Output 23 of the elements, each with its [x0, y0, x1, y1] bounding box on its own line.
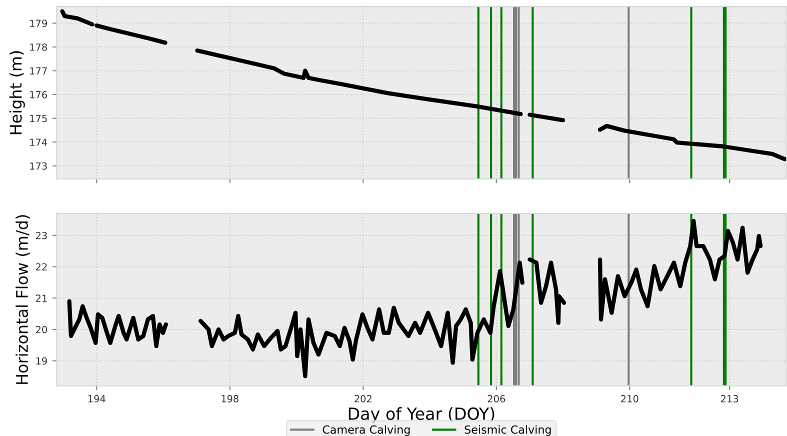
legend-label: Camera Calving — [322, 425, 410, 436]
y-tick-label: 20 — [36, 326, 47, 334]
legend-label: Seismic Calving — [464, 425, 551, 436]
y-tick-label: 175 — [30, 114, 47, 122]
y-tick-label: 173 — [30, 162, 47, 170]
x-tick-label: 210 — [621, 395, 638, 402]
y-tick-label: 19 — [36, 357, 47, 365]
x-tick-label: 194 — [88, 395, 106, 402]
y-tick-label: 177 — [30, 67, 47, 74]
x-tick-label: 206 — [488, 395, 506, 402]
y-axis-title: Horizontal Flow (m/d) — [16, 215, 30, 384]
x-tick-label: 213 — [721, 395, 738, 402]
y-axis-title: Height (m) — [9, 51, 25, 134]
x-axis-title: Day of Year (DOY) — [348, 407, 494, 424]
y-tick-label: 21 — [36, 294, 47, 302]
y-tick-label: 176 — [30, 91, 48, 98]
y-tick-label: 23 — [36, 232, 47, 240]
y-tick-label: 178 — [30, 43, 47, 51]
x-tick-label: 202 — [354, 395, 372, 402]
y-tick-label: 179 — [30, 20, 47, 28]
y-tick-label: 174 — [30, 138, 48, 146]
x-tick-label: 198 — [222, 395, 239, 402]
y-tick-label: 22 — [36, 263, 47, 270]
